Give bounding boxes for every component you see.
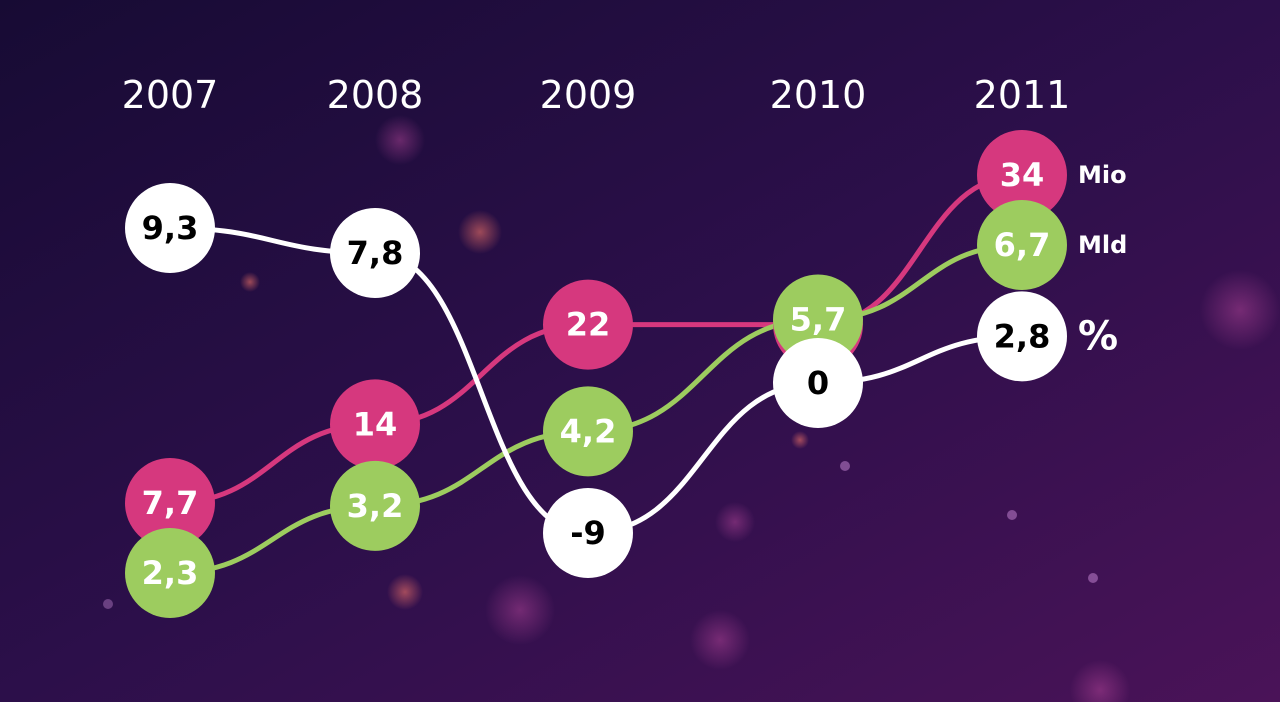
- x-tick-label: 2009: [540, 73, 637, 117]
- point: [773, 274, 863, 365]
- x-tick-label: 2011: [974, 73, 1071, 117]
- point: [977, 291, 1067, 382]
- x-tick-label: 2008: [327, 73, 424, 117]
- value-label: 0: [807, 364, 829, 402]
- point: [330, 208, 420, 298]
- point: [330, 379, 420, 470]
- x-tick-label: 2007: [122, 73, 219, 117]
- value-label: 7,7: [142, 484, 199, 522]
- value-label: 34: [1000, 156, 1045, 194]
- legend-label: Mio: [1078, 161, 1127, 189]
- value-label: 2,8: [994, 317, 1051, 355]
- value-label: 9,3: [142, 209, 199, 247]
- x-tick-label: 2010: [770, 73, 867, 117]
- value-label: 3,2: [347, 487, 404, 525]
- point: [330, 460, 420, 551]
- point: [543, 386, 633, 477]
- value-label: 6,7: [994, 226, 1051, 264]
- point: [977, 130, 1067, 220]
- value-label: 7,8: [347, 234, 404, 272]
- value-label: 4,2: [560, 412, 617, 450]
- bokeh: [103, 115, 1280, 702]
- value-label: 2,3: [142, 554, 199, 592]
- points: 7,7142222342,33,24,25,76,79,37,8-902,8: [125, 130, 1067, 618]
- point: [773, 338, 863, 428]
- point: [125, 458, 215, 548]
- value-label: 5,7: [790, 301, 847, 339]
- point: [543, 488, 633, 578]
- point: [977, 200, 1067, 290]
- point: [543, 279, 633, 370]
- value-label: -9: [570, 514, 606, 552]
- value-label: 14: [353, 405, 398, 443]
- point: [125, 528, 215, 618]
- value-label: 22: [566, 306, 611, 344]
- legend-label: %: [1078, 313, 1118, 359]
- legend-label: Mld: [1078, 231, 1127, 259]
- point: [125, 183, 215, 273]
